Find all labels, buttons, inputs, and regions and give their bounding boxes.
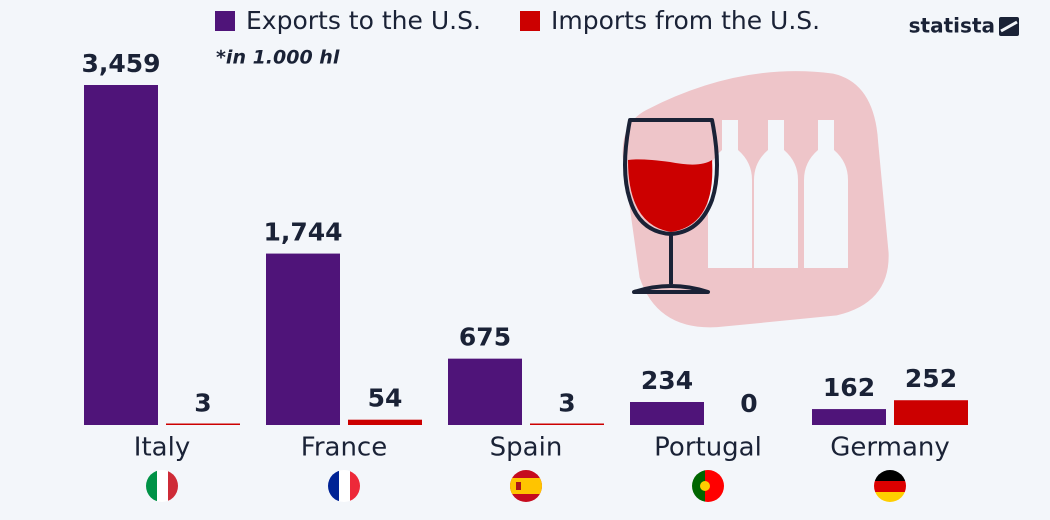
bar xyxy=(84,85,158,425)
x-tick-label: France xyxy=(301,433,387,463)
value-label: 54 xyxy=(368,384,403,413)
value-label: 162 xyxy=(823,373,875,402)
flag-italy xyxy=(146,470,178,502)
brand: statista xyxy=(909,14,995,38)
value-label: 252 xyxy=(905,364,957,393)
value-label: 234 xyxy=(641,366,693,395)
value-label: 3 xyxy=(558,389,575,418)
brand-logo: statista xyxy=(909,14,1019,38)
legend-swatch xyxy=(215,11,235,31)
legend-label: Imports from the U.S. xyxy=(551,6,820,35)
legend-label: Exports to the U.S. xyxy=(246,6,481,35)
unit-note: *in 1.000 hl xyxy=(216,47,340,69)
bar xyxy=(266,253,340,425)
value-label: 3 xyxy=(194,389,211,418)
x-tick-label: Spain xyxy=(490,433,563,463)
flag-germany xyxy=(874,470,906,502)
value-label: 0 xyxy=(740,389,757,418)
flag-spain xyxy=(510,470,542,502)
bar xyxy=(894,400,968,425)
bar-baseline xyxy=(166,423,240,425)
flag-france xyxy=(328,470,360,502)
bar xyxy=(348,419,422,425)
bar xyxy=(448,358,522,425)
wine-illustration xyxy=(622,71,889,328)
value-label: 675 xyxy=(459,323,511,352)
flag-portugal xyxy=(692,470,724,502)
bar xyxy=(630,401,704,425)
legend-swatch xyxy=(520,11,540,31)
x-tick-label: Italy xyxy=(134,433,190,463)
bar xyxy=(812,409,886,425)
bar-baseline xyxy=(530,423,604,425)
x-tick-label: Germany xyxy=(830,433,950,463)
x-tick-label: Portugal xyxy=(654,433,762,463)
value-label: 3,459 xyxy=(81,49,160,78)
value-label: 1,744 xyxy=(263,218,342,247)
